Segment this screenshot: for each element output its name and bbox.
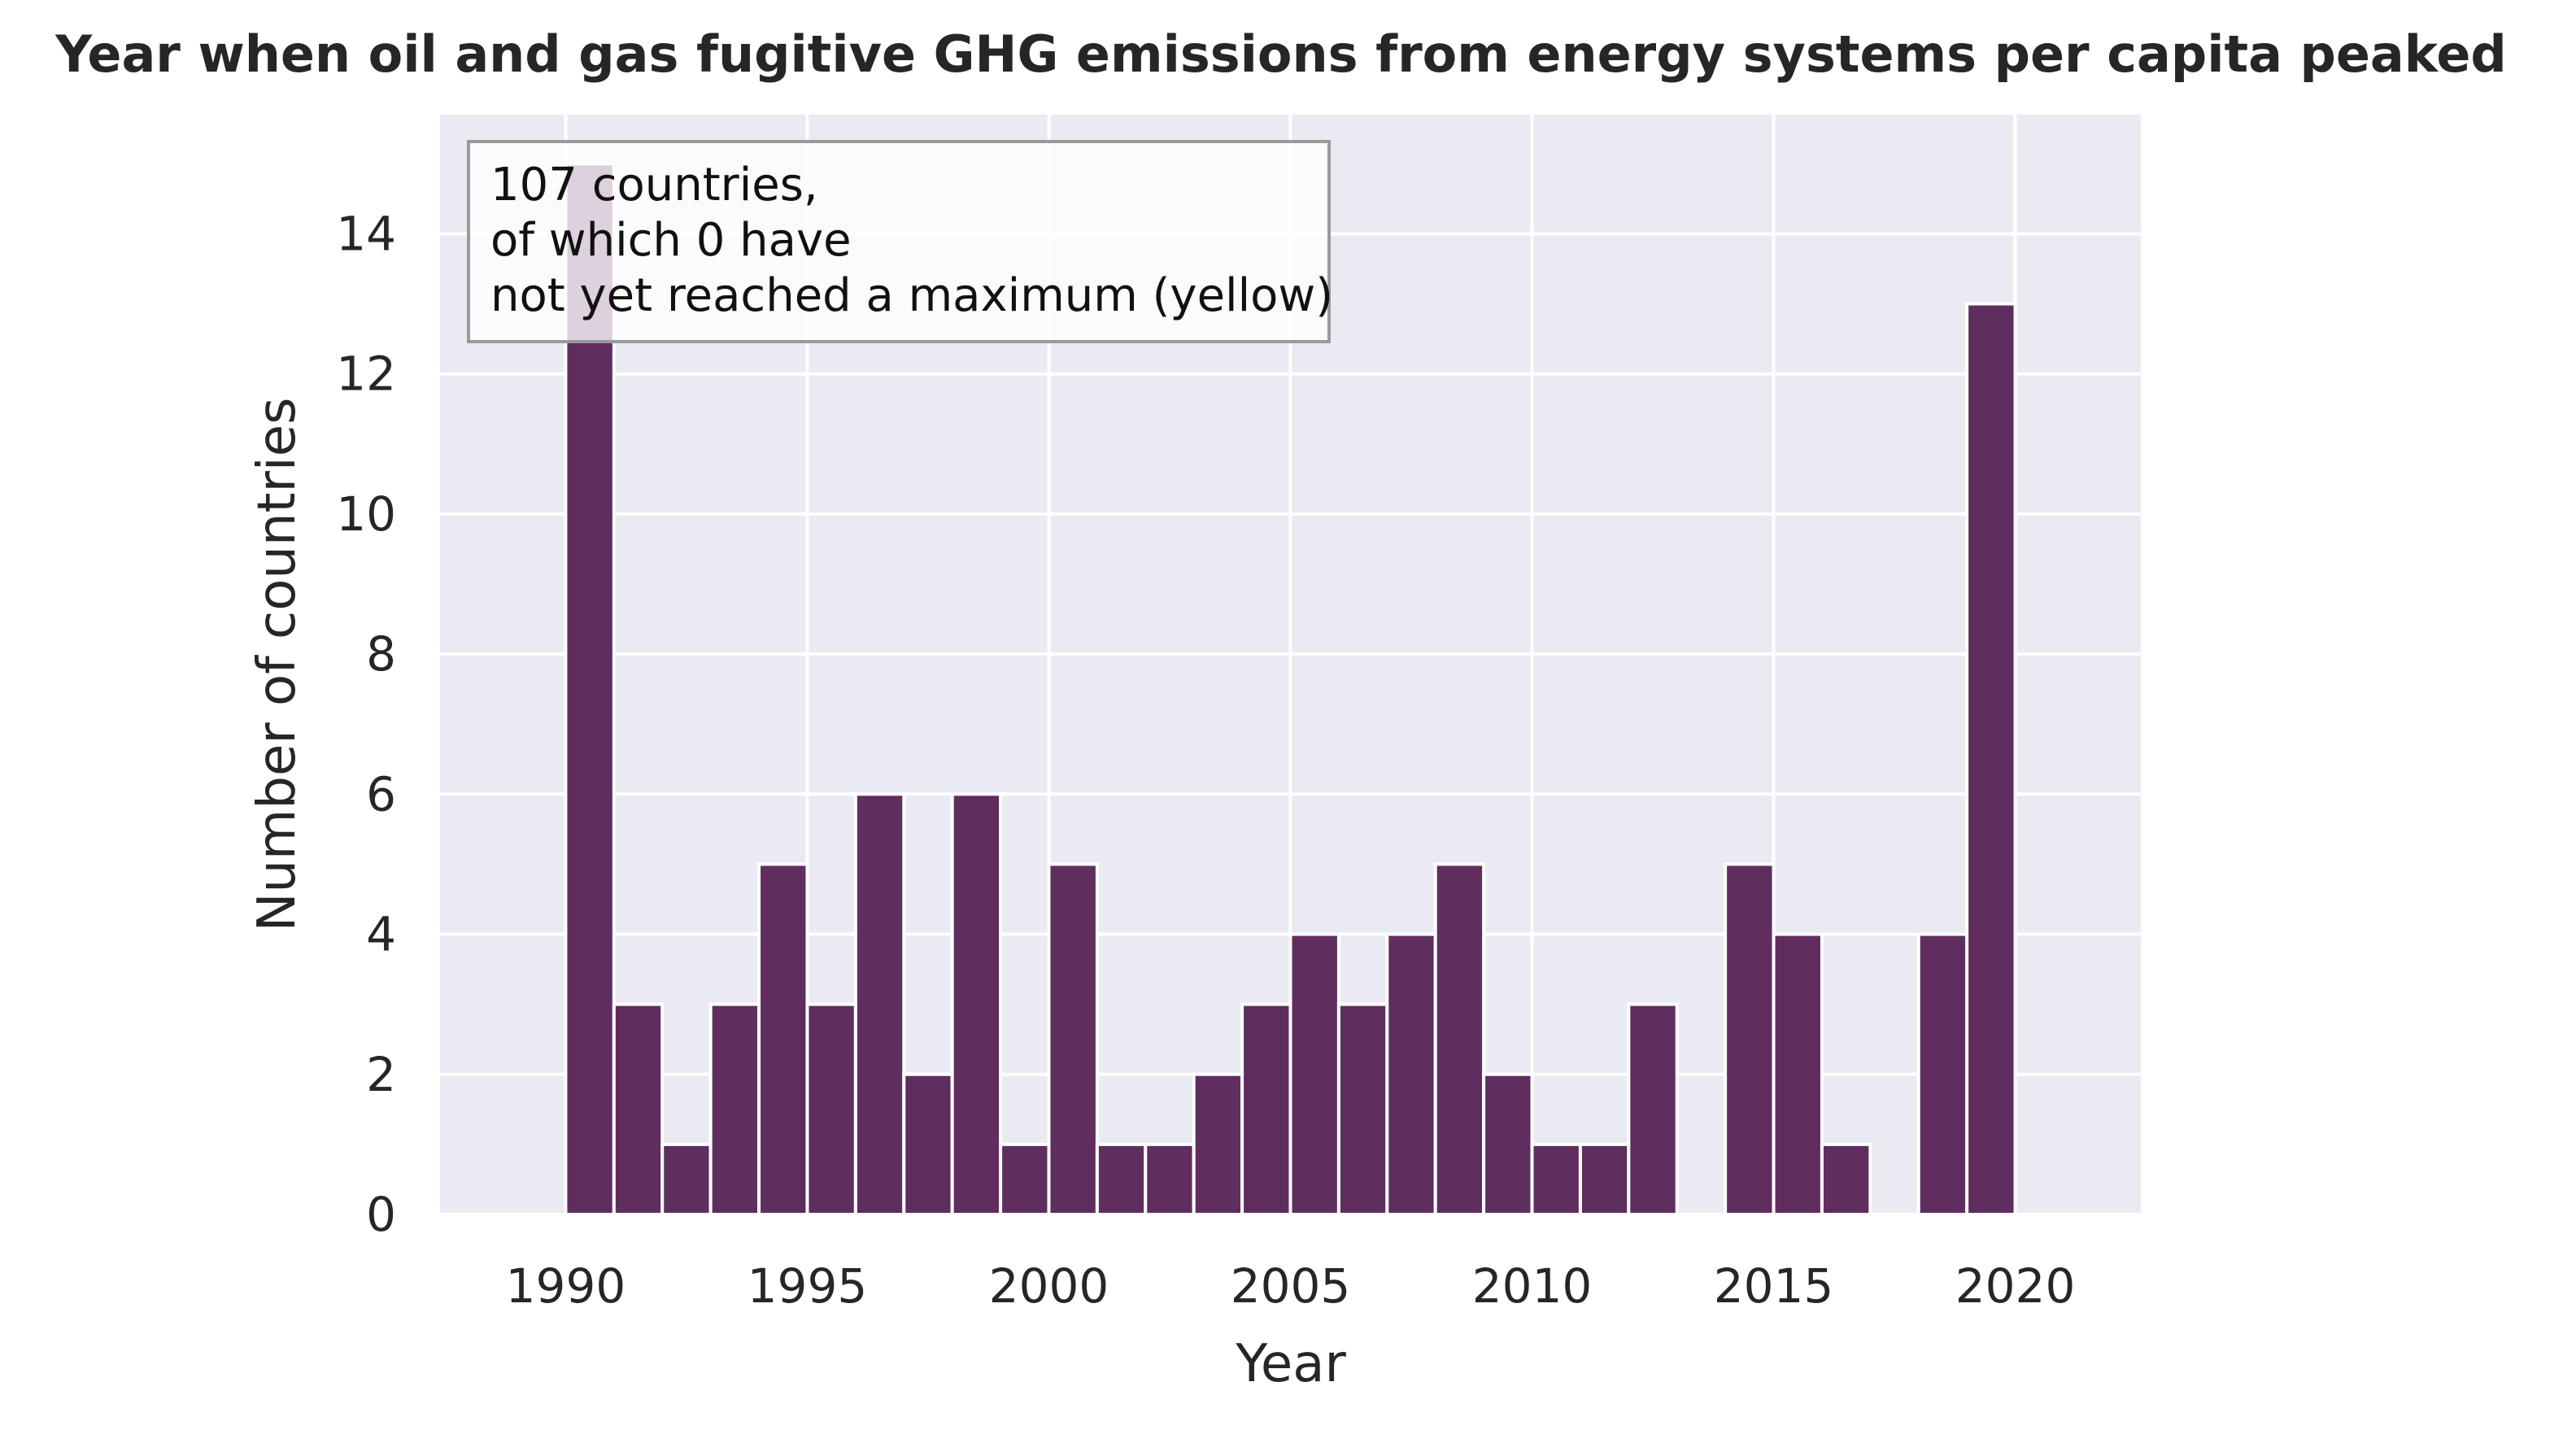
bar-2002 <box>1144 1142 1196 1217</box>
bar-1995 <box>805 1002 857 1216</box>
bar-2005 <box>1288 932 1340 1216</box>
y-tick-label: 8 <box>366 626 396 682</box>
y-tick-label: 0 <box>366 1187 396 1242</box>
bar-2009 <box>1482 1072 1534 1217</box>
bar-2019 <box>1965 302 2017 1217</box>
y-tick-label: 4 <box>366 907 396 962</box>
bar-1998 <box>950 792 1003 1216</box>
bars <box>564 162 2017 1217</box>
bar-2014 <box>1724 862 1776 1216</box>
annotation-line-1: 107 countries, <box>490 159 818 211</box>
x-tick-label: 2020 <box>1955 1258 2076 1314</box>
bar-1991 <box>612 1002 665 1216</box>
x-tick-label: 1995 <box>748 1258 868 1314</box>
y-tick-label: 12 <box>336 347 396 402</box>
y-tick-label: 6 <box>366 766 396 822</box>
x-tick-label: 2000 <box>989 1258 1109 1314</box>
x-tick-label: 2005 <box>1231 1258 1351 1314</box>
y-tick-label: 2 <box>366 1047 396 1102</box>
bar-2007 <box>1385 932 1437 1216</box>
x-tick-labels: 1990 1995 2000 2005 2010 2015 2020 <box>506 1258 2076 1314</box>
y-tick-label: 10 <box>336 486 396 542</box>
bar-2001 <box>1095 1142 1148 1217</box>
bar-1994 <box>757 862 809 1216</box>
chart-title: Year when oil and gas fugitive GHG emiss… <box>54 24 2507 84</box>
bar-2012 <box>1627 1002 1679 1216</box>
bar-2016 <box>1820 1142 1872 1217</box>
x-tick-label: 1990 <box>506 1258 626 1314</box>
y-tick-labels: 0 2 4 6 8 10 12 14 <box>336 206 396 1242</box>
bar-2003 <box>1192 1072 1244 1217</box>
bar-2004 <box>1240 1002 1292 1216</box>
x-tick-label: 2010 <box>1472 1258 1593 1314</box>
bar-1997 <box>902 1072 954 1217</box>
bar-2006 <box>1336 1002 1389 1216</box>
bar-1996 <box>853 792 906 1216</box>
bar-2011 <box>1578 1142 1631 1217</box>
y-tick-label: 14 <box>336 206 396 261</box>
bar-1992 <box>660 1142 713 1217</box>
bar-2018 <box>1916 932 1969 1216</box>
bar-2015 <box>1772 932 1824 1216</box>
bar-2008 <box>1433 862 1486 1216</box>
y-axis-label: Number of countries <box>247 398 307 932</box>
annotation-line-3: not yet reached a maximum (yellow) <box>490 269 1333 322</box>
x-axis-label: Year <box>1235 1334 1346 1394</box>
x-tick-label: 2015 <box>1714 1258 1834 1314</box>
annotation-line-2: of which 0 have <box>490 214 852 267</box>
bar-1999 <box>999 1142 1051 1217</box>
annotation-box: 107 countries, of which 0 have not yet r… <box>467 140 1333 343</box>
bar-2000 <box>1047 862 1099 1216</box>
bar-2010 <box>1530 1142 1582 1217</box>
bar-1993 <box>708 1002 761 1216</box>
